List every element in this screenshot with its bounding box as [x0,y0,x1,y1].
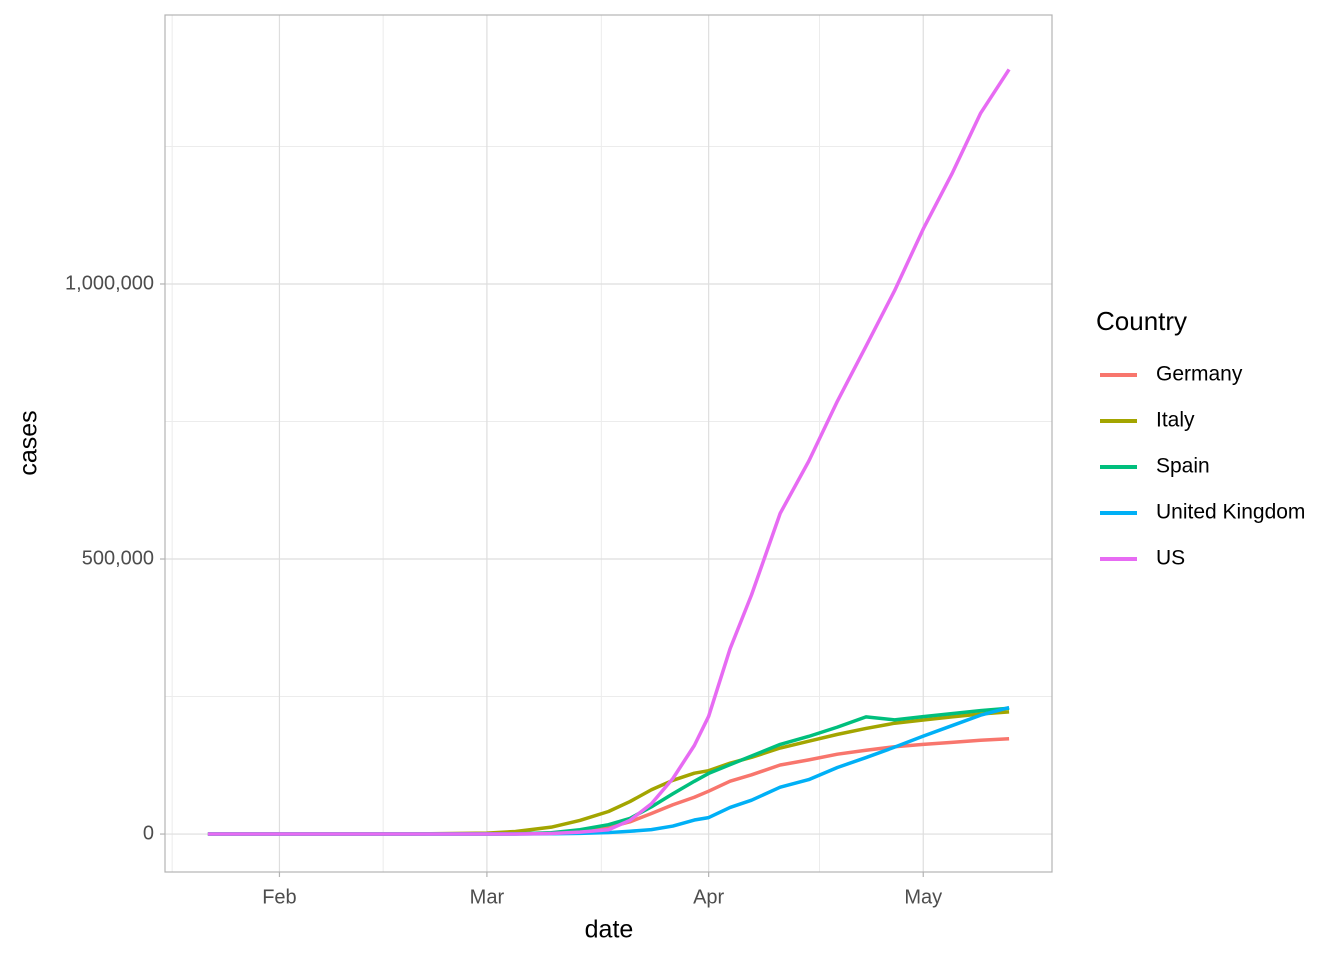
legend-label: United Kingdom [1156,501,1305,524]
y-axis-title: cases [15,410,43,475]
x-tick-label: May [904,886,942,908]
line [207,710,1010,836]
y-tick-label: 500,000 [82,547,154,569]
x-tick-label: Mar [470,886,505,908]
x-tick-label: Feb [262,886,296,908]
x-tick-label: Apr [693,886,724,908]
y-tick-label: 1,000,000 [65,272,154,294]
line [207,737,1010,836]
line [207,705,1010,836]
legend-label: Spain [1156,455,1210,478]
legend-label: Germany [1156,363,1243,386]
y-tick-label: 0 [143,822,154,844]
x-axis-title: date [585,916,634,944]
legend-label: US [1156,547,1185,570]
line [207,706,1010,836]
line [207,68,1011,836]
panel-border [164,14,1053,873]
legend-label: Italy [1156,409,1195,432]
legend-title: Country [1096,306,1187,336]
